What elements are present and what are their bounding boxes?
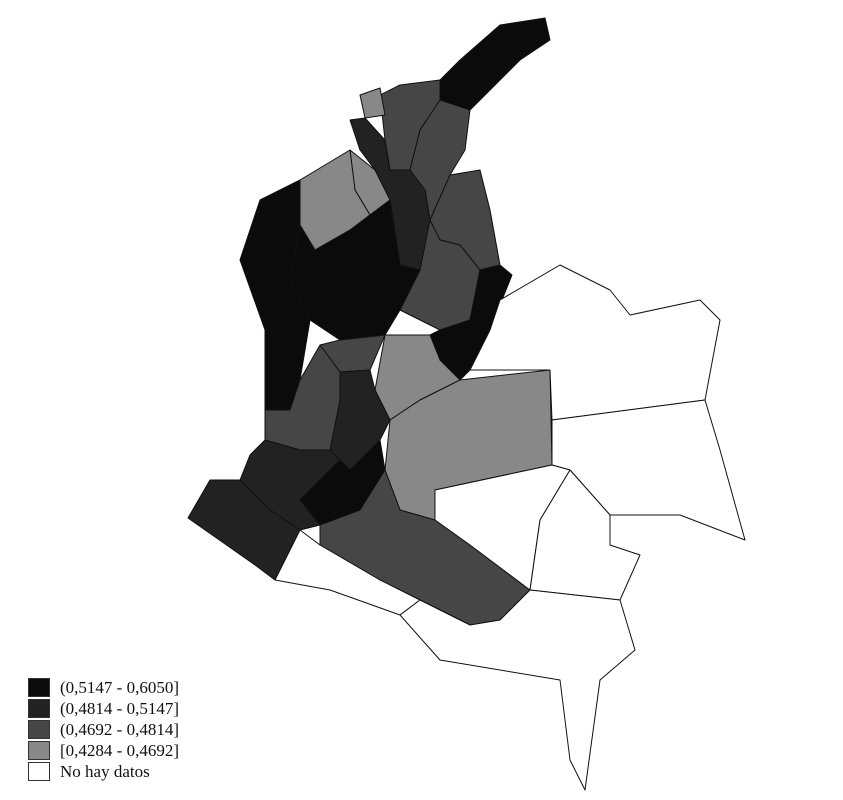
legend-item: [0,4284 - 0,4692] xyxy=(28,740,179,761)
legend-item: No hay datos xyxy=(28,761,179,782)
map-region xyxy=(439,17,551,111)
map-region xyxy=(399,589,636,791)
legend-swatch xyxy=(28,762,50,781)
legend-item: (0,4814 - 0,5147] xyxy=(28,698,179,719)
legend-swatch xyxy=(28,699,50,718)
legend-label: (0,4692 - 0,4814] xyxy=(60,720,179,739)
map-region xyxy=(469,264,721,421)
legend-swatch xyxy=(28,678,50,697)
legend-label: No hay datos xyxy=(60,762,150,781)
map-region xyxy=(359,87,386,119)
legend-label: [0,4284 - 0,4692] xyxy=(60,741,179,760)
legend-item: (0,4692 - 0,4814] xyxy=(28,719,179,740)
legend-item: (0,5147 - 0,6050] xyxy=(28,677,179,698)
legend-label: (0,5147 - 0,6050] xyxy=(60,678,179,697)
legend-swatch xyxy=(28,720,50,739)
legend: (0,5147 - 0,6050] (0,4814 - 0,5147] (0,4… xyxy=(28,677,179,782)
map-region xyxy=(274,529,421,616)
legend-label: (0,4814 - 0,5147] xyxy=(60,699,179,718)
legend-swatch xyxy=(28,741,50,760)
